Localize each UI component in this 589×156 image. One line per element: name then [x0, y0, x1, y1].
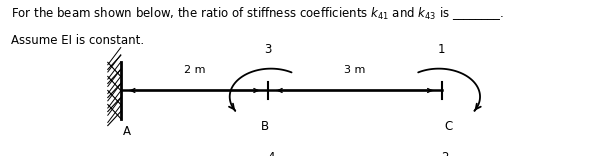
Text: A: A [123, 125, 131, 138]
Text: For the beam shown below, the ratio of stiffness coefficients $k_{41}$ and $k_{4: For the beam shown below, the ratio of s… [11, 5, 503, 22]
Text: 2: 2 [441, 151, 448, 156]
Text: 4: 4 [267, 151, 274, 156]
Text: B: B [261, 120, 269, 133]
Text: 1: 1 [438, 43, 445, 56]
Text: Assume EI is constant.: Assume EI is constant. [11, 34, 144, 47]
Text: 3: 3 [264, 43, 272, 56]
Text: C: C [445, 120, 453, 133]
Text: 2 m: 2 m [184, 65, 205, 75]
Text: 3 m: 3 m [344, 65, 366, 75]
